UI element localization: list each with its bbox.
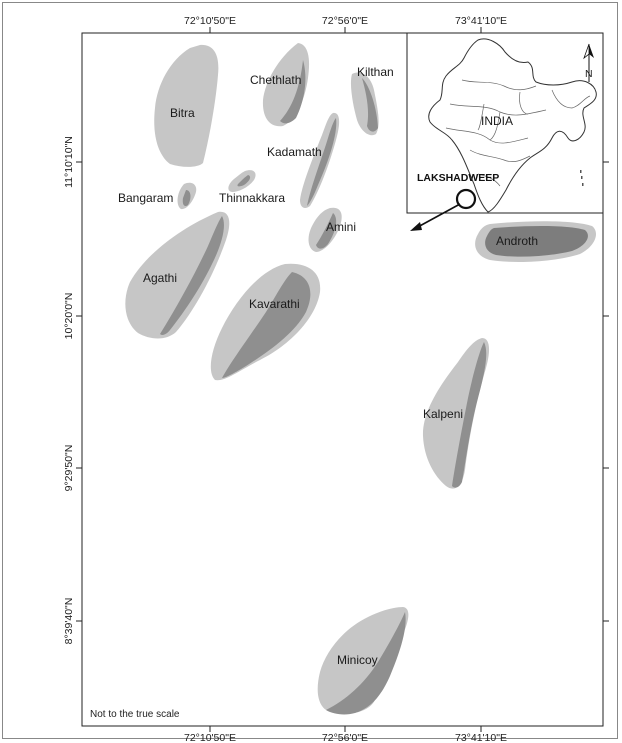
scale-note: Not to the true scale [90, 709, 180, 720]
island-label-agathi: Agathi [143, 271, 177, 285]
north-label: N [585, 68, 593, 80]
lon-label-top-3: 73°41'10"E [455, 15, 507, 27]
island-label-minicoy: Minicoy [337, 653, 378, 667]
island-label-bitra: Bitra [170, 106, 195, 120]
lon-label-bottom-2: 72°56'0"E [322, 732, 368, 743]
lon-label-bottom-3: 73°41'10"E [455, 732, 507, 743]
lon-label-top-1: 72°10'50"E [184, 15, 236, 27]
lon-label-top-2: 72°56'0"E [322, 15, 368, 27]
lat-label-3: 9°29'50"N [63, 445, 75, 492]
island-label-chethlath: Chethlath [250, 73, 301, 87]
lon-label-bottom-1: 72°10'50"E [184, 732, 236, 743]
lat-label-4: 8°39'40"N [63, 598, 75, 645]
lat-label-2: 10°20'0"N [63, 293, 75, 340]
island-label-thinnakkara: Thinnakkara [219, 191, 285, 205]
inset-map: N INDIA LAKSHADWEEP [407, 33, 603, 213]
india-label: INDIA [481, 114, 513, 128]
lat-label-1: 11°10'10"N [63, 136, 75, 188]
island-label-kadamath: Kadamath [267, 145, 322, 159]
island-label-amini: Amini [326, 220, 356, 234]
island-label-androth: Androth [496, 234, 538, 248]
island-label-bangaram: Bangaram [118, 191, 173, 205]
island-label-kavarathi: Kavarathi [249, 297, 300, 311]
island-label-kalpeni: Kalpeni [423, 407, 463, 421]
lakshadweep-label: LAKSHADWEEP [417, 172, 499, 184]
island-label-kilthan: Kilthan [357, 65, 394, 79]
